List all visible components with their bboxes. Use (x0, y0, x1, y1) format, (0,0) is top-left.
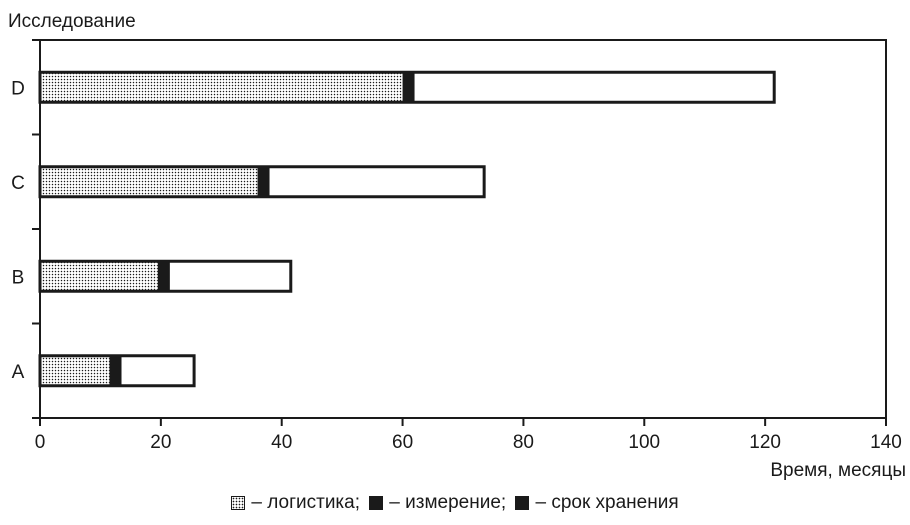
legend-swatch-measurement (369, 496, 384, 510)
legend-swatch-storage (515, 496, 530, 510)
bar-outline (38, 354, 196, 388)
bar-outline (38, 165, 486, 199)
bar-logistics (40, 166, 258, 197)
legend: – логистика; – измерение; – срок хранени… (0, 492, 910, 516)
bar-measurement (157, 261, 170, 292)
bar-logistics (40, 355, 110, 386)
bar-storage (414, 72, 775, 103)
bar-outline (38, 259, 293, 293)
bar-storage (121, 355, 195, 386)
x-tick-label: 80 (513, 432, 534, 453)
x-tick-label: 120 (749, 432, 781, 453)
x-axis-label: Время, месяцы (770, 460, 906, 481)
legend-label-measurement: – измерение; (389, 492, 507, 513)
legend-label-logistics: – логистика; (251, 492, 361, 513)
x-tick-label: 0 (35, 432, 46, 453)
bar-logistics (40, 261, 158, 292)
y-axis-label: Исследование (8, 11, 136, 32)
bar-outline (38, 70, 776, 104)
y-tick-label: D (11, 78, 25, 99)
legend-label-storage: – срок хранения (535, 492, 679, 513)
bar-measurement (402, 72, 415, 103)
legend-swatch-logistics (231, 496, 246, 510)
bar-storage (269, 166, 485, 197)
bar-logistics (40, 72, 403, 103)
y-tick-label: A (12, 362, 25, 383)
legend-item-measurement: – измерение; (369, 492, 506, 514)
y-tick-label: B (12, 267, 25, 288)
bar-measurement (109, 355, 122, 386)
x-tick-label: 140 (870, 432, 902, 453)
bar-storage (169, 261, 291, 292)
y-tick-label: C (11, 173, 25, 194)
x-tick-label: 60 (392, 432, 413, 453)
legend-item-logistics: – логистика; (231, 492, 360, 514)
x-tick-label: 40 (271, 432, 292, 453)
x-tick-label: 20 (150, 432, 171, 453)
bar-measurement (257, 166, 270, 197)
legend-item-storage: – срок хранения (515, 492, 679, 514)
x-tick-label: 100 (628, 432, 660, 453)
